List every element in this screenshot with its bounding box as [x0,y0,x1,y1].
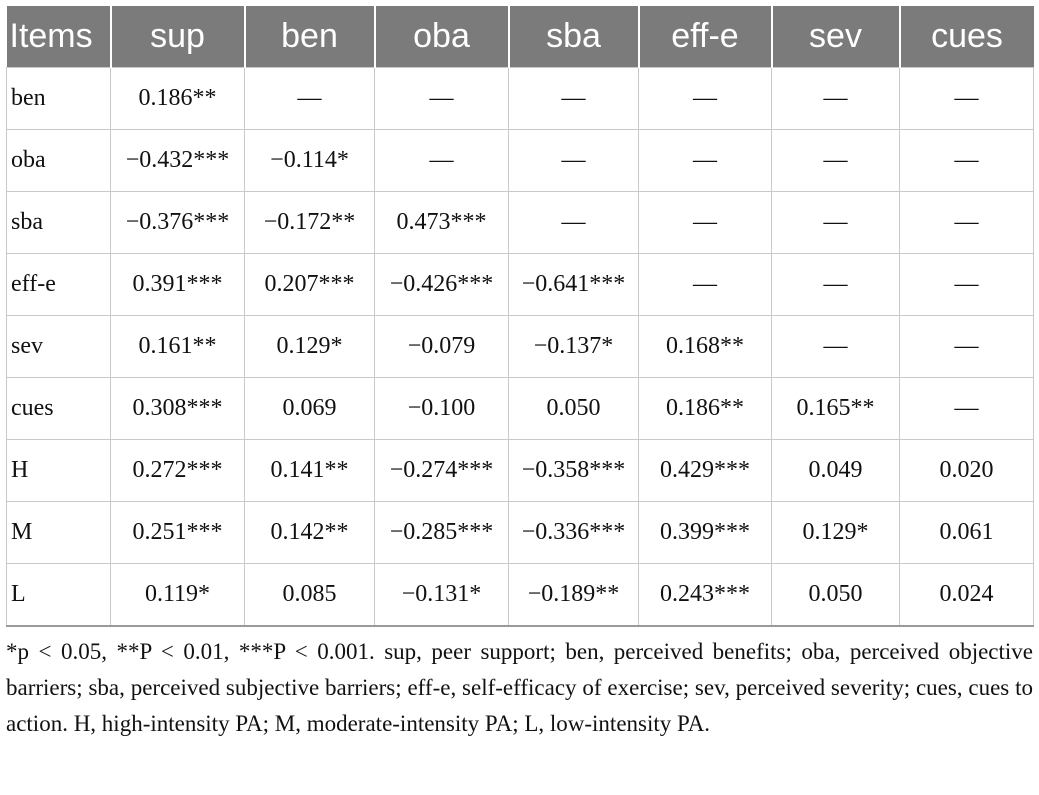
table-cell: — [508,191,639,254]
table-cell: 0.049 [771,439,900,502]
table-cell: −0.114* [244,129,375,192]
table-cell: — [374,129,509,192]
table-row: cues 0.308*** 0.069 −0.100 0.050 0.186** 0.165… [6,377,1034,440]
row-label: M [6,501,111,564]
row-label: sev [6,315,111,378]
table-cell: 0.251*** [110,501,245,564]
table-cell: 0.186** [110,67,245,130]
table-cell: — [771,253,900,316]
table-cell: −0.376*** [110,191,245,254]
table-cell: 0.399*** [638,501,772,564]
table-cell: 0.207*** [244,253,375,316]
table-cell: — [771,67,900,130]
table-cell: — [638,67,772,130]
table-cell: 0.020 [899,439,1034,502]
table-cell: −0.079 [374,315,509,378]
table-row: oba −0.432*** −0.114* — — — — — [6,129,1034,192]
table-cell: 0.050 [771,563,900,627]
table-cell: — [638,191,772,254]
column-header-cues: cues [899,6,1034,68]
table-cell: — [244,67,375,130]
table-cell: 0.161** [110,315,245,378]
table-cell: — [899,315,1034,378]
table-cell: — [899,191,1034,254]
table-cell: −0.274*** [374,439,509,502]
row-label: H [6,439,111,502]
row-label: cues [6,377,111,440]
table-cell: −0.358*** [508,439,639,502]
table-row: H 0.272*** 0.141** −0.274*** −0.358*** 0.429*… [6,439,1034,502]
row-label: ben [6,67,111,130]
table-cell: 0.024 [899,563,1034,627]
table-cell: — [899,253,1034,316]
table-footnote: *p < 0.05, **P < 0.01, ***P < 0.001. sup… [6,639,1033,736]
column-header-ben: ben [244,6,376,68]
table-cell: 0.119* [110,563,245,627]
table-cell: −0.432*** [110,129,245,192]
table-cell: — [899,67,1034,130]
table-cell: — [638,253,772,316]
table-cell: 0.243*** [638,563,772,627]
table-cell: — [771,129,900,192]
table-cell: — [771,315,900,378]
table-cell: — [374,67,509,130]
table-cell: 0.142** [244,501,375,564]
table-cell: −0.131* [374,563,509,627]
table-row: eff-e 0.391*** 0.207*** −0.426*** −0.641*** —… [6,253,1034,316]
table-cell: 0.272*** [110,439,245,502]
row-label: eff-e [6,253,111,316]
table-cell: 0.391*** [110,253,245,316]
column-header-sev: sev [771,6,901,68]
table-cell: −0.172** [244,191,375,254]
table-cell: 0.069 [244,377,375,440]
table-cell: 0.186** [638,377,772,440]
row-label: L [6,563,111,627]
table-cell: −0.100 [374,377,509,440]
table-cell: 0.308*** [110,377,245,440]
column-header-eff-e: eff-e [638,6,773,68]
header-row: Items sup ben oba sba eff-e sev cues [6,6,1034,68]
table-row: ben 0.186** — — — — — — [6,67,1034,130]
table-cell: 0.141** [244,439,375,502]
table-cell: −0.336*** [508,501,639,564]
table-cell: −0.189** [508,563,639,627]
table-cell: 0.129* [771,501,900,564]
table-cell: — [771,191,900,254]
table-cell: −0.426*** [374,253,509,316]
table-body: ben 0.186** — — — — — — oba −0.432*** −0.114* — — — — —… [6,67,1034,627]
column-header-items: Items [6,6,112,68]
column-header-oba: oba [374,6,510,68]
column-header-sup: sup [110,6,246,68]
table-row: M 0.251*** 0.142** −0.285*** −0.336*** 0.399*… [6,501,1034,564]
row-label: oba [6,129,111,192]
table-cell: −0.641*** [508,253,639,316]
table-cell: 0.165** [771,377,900,440]
table-cell: −0.137* [508,315,639,378]
row-label: sba [6,191,111,254]
column-header-sba: sba [508,6,640,68]
table-cell: — [508,67,639,130]
correlation-table: Items sup ben oba sba eff-e sev cues ben 0.186**… [6,6,1034,627]
table-cell: — [508,129,639,192]
table-cell: 0.129* [244,315,375,378]
table-row: sba −0.376*** −0.172** 0.473*** — — — — [6,191,1034,254]
table-cell: 0.061 [899,501,1034,564]
table-cell: 0.168** [638,315,772,378]
table-cell: — [899,129,1034,192]
table-cell: 0.473*** [374,191,509,254]
table-row: sev 0.161** 0.129* −0.079 −0.137* 0.168** — — [6,315,1034,378]
table-cell: 0.050 [508,377,639,440]
table-cell: 0.085 [244,563,375,627]
table-row: L 0.119* 0.085 −0.131* −0.189** 0.243*** 0.050… [6,563,1034,627]
table-container: Items sup ben oba sba eff-e sev cues ben 0.186**… [6,6,1034,742]
table-cell: 0.429*** [638,439,772,502]
table-cell: −0.285*** [374,501,509,564]
table-cell: — [899,377,1034,440]
table-cell: — [638,129,772,192]
